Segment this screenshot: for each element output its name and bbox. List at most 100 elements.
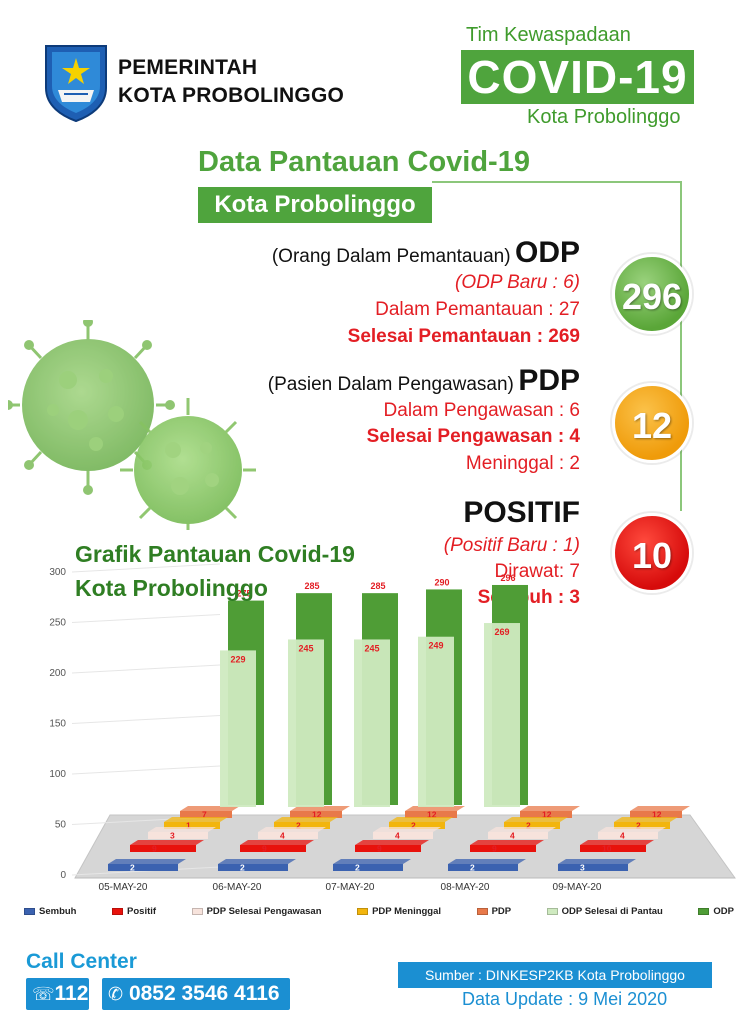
bar-top-4-2 <box>405 806 465 811</box>
phone-number: 0852 3546 4116 <box>128 982 280 1005</box>
bar-1-2 <box>355 845 421 852</box>
pdp-supervision: Dalam Pengawasan : 6 <box>383 400 580 421</box>
pdp-heading: (Pasien Dalam Pengawasan) PDP <box>268 364 580 398</box>
bar-label-1-2: 9 <box>377 844 382 854</box>
chart-legend: Sembuh Positif PDP Selesai Pengawasan PDP M… <box>24 900 734 922</box>
bar-1-1 <box>240 845 306 852</box>
legend-swatch-0 <box>24 907 35 915</box>
y-gridline-4 <box>71 664 221 674</box>
bar-label-0-1: 2 <box>240 863 245 873</box>
bar-label-4-2: 12 <box>427 810 437 820</box>
y-tick-label-4: 200 <box>49 668 66 679</box>
legend-swatch-4 <box>476 907 488 915</box>
bar-2-4 <box>598 832 658 839</box>
bar-top-4-1 <box>290 806 350 811</box>
y-tick-label-2: 100 <box>49 769 66 780</box>
odp-selesai-bar-2 <box>354 639 390 807</box>
odp-selesai-bar-4 <box>484 623 520 807</box>
bar-label-1-4: 10 <box>602 844 612 854</box>
phone-number-box[interactable]: ✆ 0852 3546 4116 <box>102 978 290 1010</box>
bar-top-2-3 <box>488 827 556 832</box>
odp-label-3: 290 <box>434 577 449 587</box>
frame-line-right <box>680 181 682 511</box>
odp-total-badge: 296 <box>612 254 692 334</box>
phone-icon: ✆ <box>108 984 124 1004</box>
bar-top-4-4 <box>630 806 690 811</box>
odp-selesai-label-0: 229 <box>230 654 245 664</box>
legend-label-4: PDP <box>491 905 512 917</box>
bar-top-4-3 <box>520 806 580 811</box>
legend-item-0: Sembuh <box>24 906 76 917</box>
page-title: Data Pantauan Covid-19 <box>198 146 530 178</box>
positive-treated: Dirawat: 7 <box>494 561 580 582</box>
y-gridline-2 <box>71 765 221 775</box>
bar-0-3 <box>448 864 518 871</box>
bar-label-0-4: 3 <box>580 863 585 873</box>
legend-label-3: PDP Meninggal <box>372 905 442 917</box>
bar-0-0 <box>108 864 178 871</box>
covid-banner: COVID-19 <box>461 50 694 104</box>
bar-top-0-0 <box>108 859 186 864</box>
bar-label-2-1: 4 <box>280 831 285 841</box>
odp-selesai-label-2: 245 <box>364 643 379 653</box>
bar-label-1-0: 9 <box>152 844 157 854</box>
odp-finished: Selesai Pemantauan : 269 <box>347 326 580 347</box>
odp-new: (ODP Baru : 6) <box>455 272 580 293</box>
bar-label-0-0: 2 <box>130 863 135 873</box>
odp-prefix: (Orang Dalam Pemantauan) <box>271 246 511 267</box>
emergency-number-box[interactable]: ☏112 <box>26 978 89 1010</box>
bar-label-3-3: 2 <box>526 821 531 831</box>
bar-0-2 <box>333 864 403 871</box>
bar-4-4 <box>630 811 682 818</box>
legend-label-0: Sembuh <box>39 905 77 917</box>
y-tick-label-0: 0 <box>60 870 66 881</box>
bar-top-3-4 <box>614 817 678 822</box>
bar-top-3-0 <box>164 817 228 822</box>
x-tick-label-3: 08-MAY-20 <box>441 882 490 893</box>
bar-label-2-2: 4 <box>395 831 400 841</box>
odp-heading: (Orang Dalam Pemantauan) ODP <box>272 236 580 270</box>
bar-0-1 <box>218 864 288 871</box>
legend-item-3: PDP Meninggal <box>357 906 441 917</box>
odp-selesai-bar-1 <box>288 639 324 807</box>
bar-1-3 <box>470 845 536 852</box>
bar-top-2-1 <box>258 827 326 832</box>
bar-top-1-3 <box>470 840 544 845</box>
positive-new: (Positif Baru : 1) <box>443 535 580 556</box>
odp-label-4: 296 <box>500 573 515 583</box>
bar-4-2 <box>405 811 457 818</box>
bar-label-4-0: 7 <box>202 810 207 820</box>
positive-total-badge: 10 <box>612 513 692 593</box>
pdp-prefix: (Pasien Dalam Pengawasan) <box>267 374 514 395</box>
bar-top-4-0 <box>180 806 240 811</box>
team-label: Tim Kewaspadaan <box>466 24 631 46</box>
y-gridline-5 <box>71 614 221 623</box>
odp-selesai-label-4: 269 <box>494 627 509 637</box>
bar-top-1-2 <box>355 840 429 845</box>
bar-top-2-4 <box>598 827 666 832</box>
virus-illustration <box>8 320 256 530</box>
legend-swatch-6 <box>698 907 710 915</box>
legend-item-4: PDP <box>476 905 512 917</box>
bar-label-4-1: 12 <box>312 810 322 820</box>
pdp-total-badge: 12 <box>612 383 692 463</box>
pdp-label: PDP <box>518 364 580 397</box>
bar-label-0-2: 2 <box>355 863 360 873</box>
bar-2-2 <box>373 832 433 839</box>
bar-4-0 <box>180 811 232 818</box>
bar-top-3-3 <box>504 817 568 822</box>
bar-label-3-1: 2 <box>296 821 301 831</box>
chart-title-line-1: Grafik Pantauan Covid-19 <box>75 541 355 567</box>
bar-top-0-3 <box>448 859 526 864</box>
covid-trend-chart: 0 50 100 150 200 250 300 05-MAY-20 06-MAY-20 07-M… <box>49 563 736 893</box>
bar-1-4 <box>580 845 646 852</box>
y-tick-label-1: 50 <box>55 820 67 831</box>
bar-2-1 <box>258 832 318 839</box>
legend-swatch-1 <box>112 907 124 915</box>
x-tick-label-0: 05-MAY-20 <box>99 882 148 893</box>
bar-label-2-4: 4 <box>620 831 625 841</box>
x-tick-label-2: 07-MAY-20 <box>326 882 375 893</box>
bar-label-3-0: 1 <box>186 821 191 831</box>
bar-label-2-0: 3 <box>170 831 175 841</box>
legend-item-2: PDP Selesai Pengawasan <box>191 906 322 917</box>
